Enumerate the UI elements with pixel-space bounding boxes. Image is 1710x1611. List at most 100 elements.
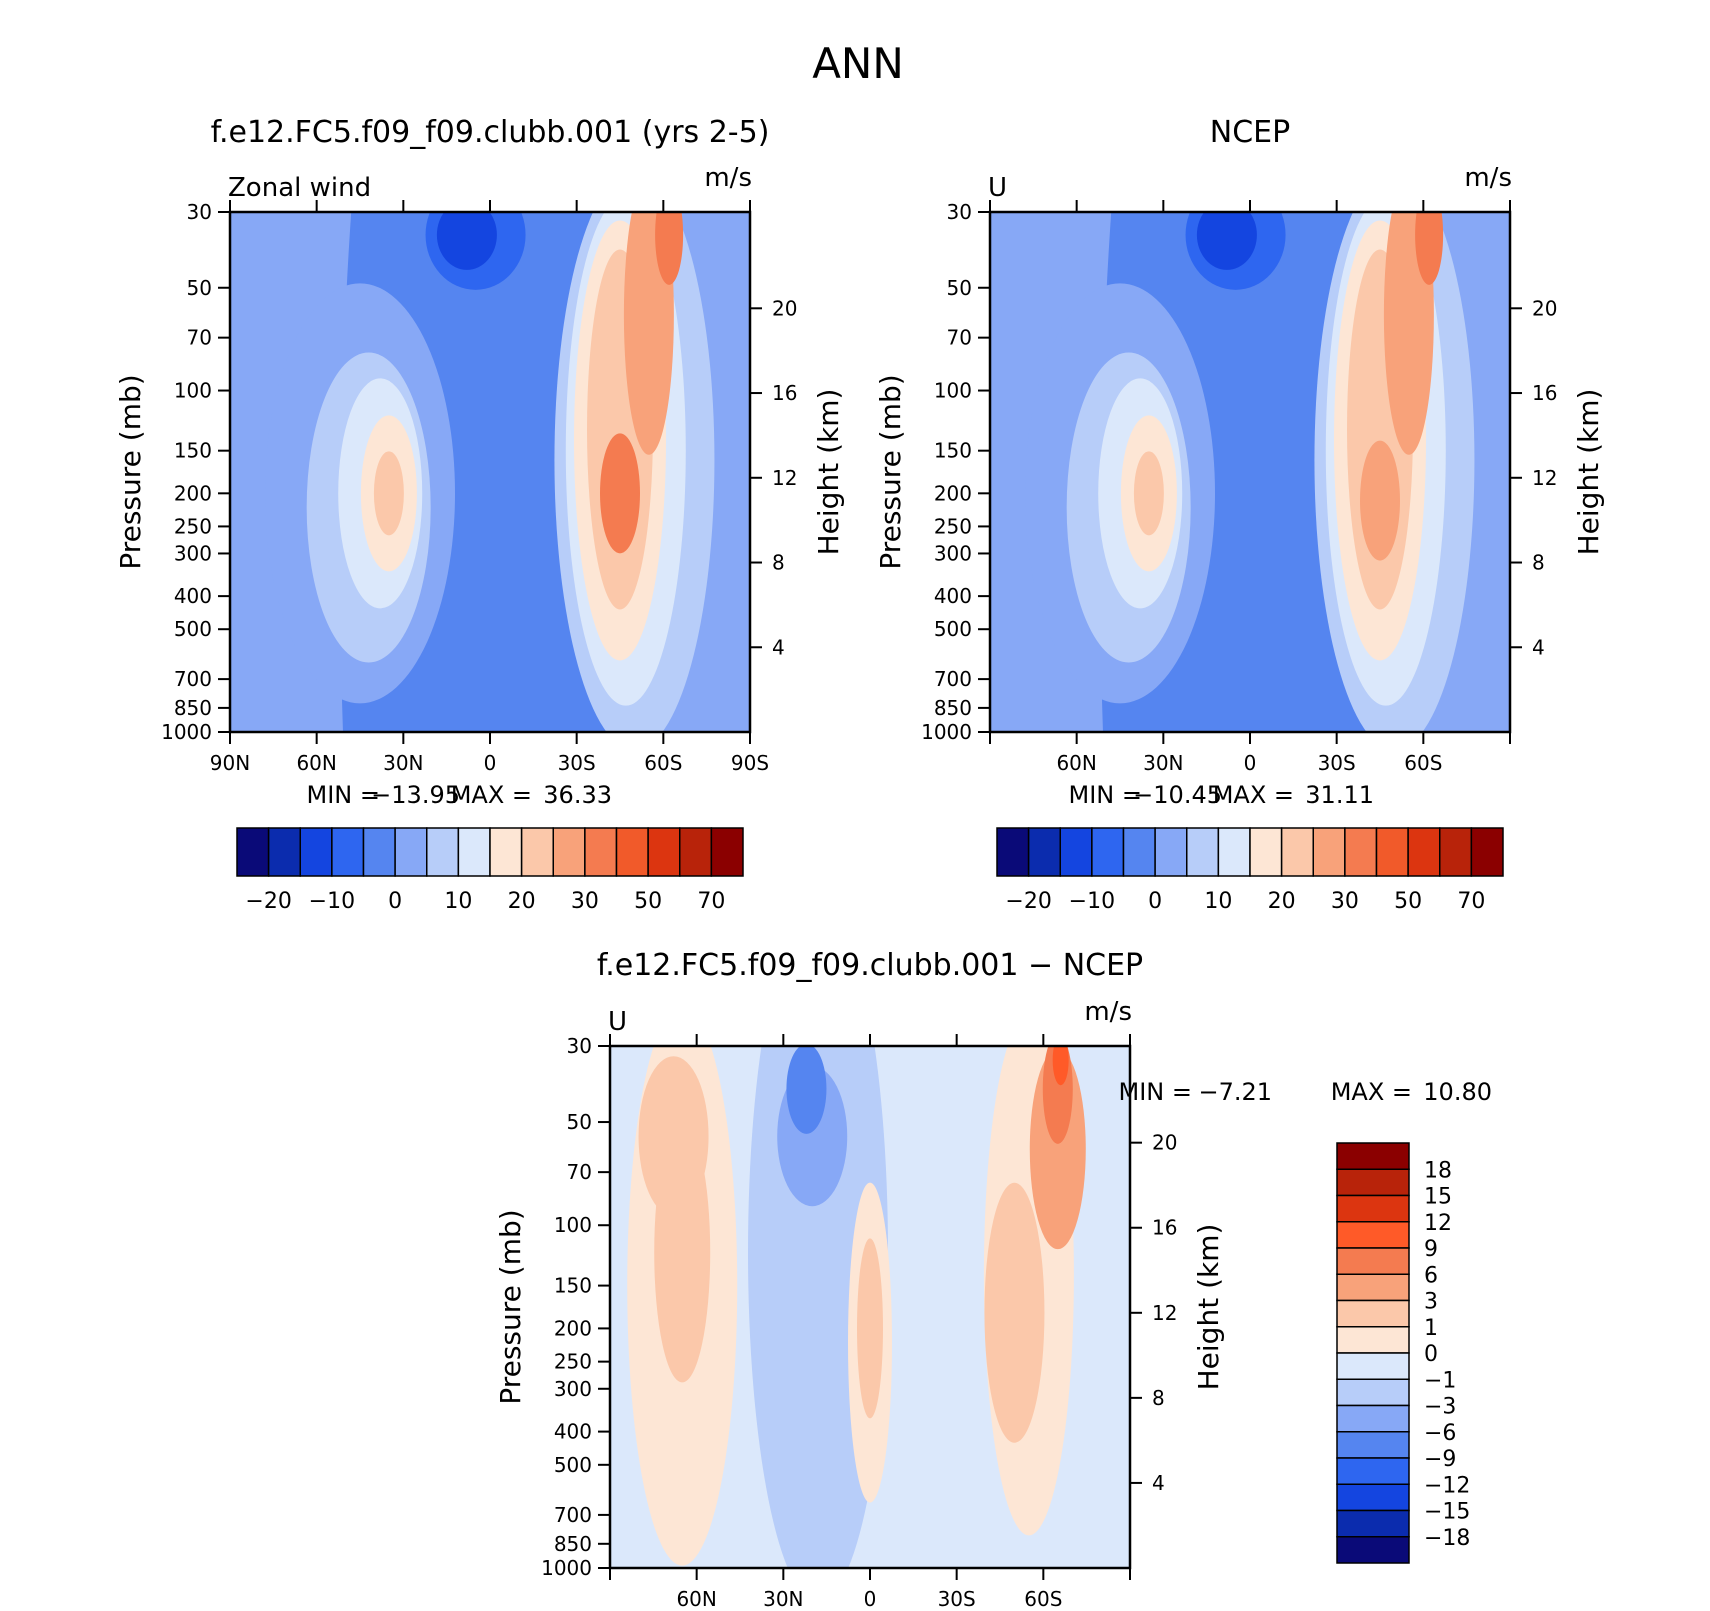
y-tick-label: 70	[567, 1160, 592, 1184]
colorbar-label: 12	[1424, 1211, 1452, 1236]
colorbar-label: 18	[1424, 1158, 1452, 1183]
colorbar-label: −3	[1424, 1395, 1456, 1420]
min-value: −13.95	[371, 781, 460, 809]
panel-title: f.e12.FC5.f09_f09.clubb.001 (yrs 2-5)	[211, 115, 770, 150]
colorbar-box	[1336, 1247, 1410, 1275]
y-axis-label: Pressure (mb)	[494, 1209, 527, 1404]
contour-level	[436, 212, 497, 270]
height-tick-label: 4	[772, 635, 785, 659]
x-tick-label: 90N	[210, 751, 250, 775]
colorbar-box	[457, 827, 491, 877]
figure-title: ANN	[812, 39, 904, 88]
height-tick-label: 20	[772, 296, 797, 320]
y-tick-label: 250	[554, 1350, 592, 1374]
contour-level	[1052, 1046, 1069, 1086]
colorbar-label: 15	[1424, 1185, 1452, 1210]
y-tick-label: 850	[174, 696, 212, 720]
colorbar-box	[1344, 827, 1378, 877]
colorbar-label: 9	[1424, 1237, 1438, 1262]
contour-level	[654, 1122, 711, 1383]
colorbar-box	[394, 827, 428, 877]
panel-model: f.e12.FC5.f09_f09.clubb.001 (yrs 2-5) Zon…	[114, 115, 845, 914]
colorbar-box	[331, 827, 365, 877]
max-value: 10.80	[1423, 1078, 1492, 1106]
colorbar-label: 6	[1424, 1263, 1438, 1288]
colorbar-label: 1	[1424, 1316, 1438, 1341]
colorbar-box	[1375, 827, 1409, 877]
height-tick-label: 12	[772, 466, 797, 490]
colorbar-label: 20	[1268, 889, 1296, 914]
height-axis-label: Height (km)	[1192, 1224, 1225, 1391]
height-tick-label: 8	[1532, 551, 1545, 575]
y-tick-label: 30	[947, 200, 972, 224]
y-tick-label: 100	[934, 379, 972, 403]
y-tick-label: 200	[934, 481, 972, 505]
colorbar-box	[520, 827, 554, 877]
y-tick-label: 150	[934, 439, 972, 463]
colorbar-box	[362, 827, 396, 877]
height-tick-label: 20	[1532, 296, 1557, 320]
contour-field	[610, 1046, 1130, 1568]
height-tick-label: 12	[1152, 1301, 1177, 1325]
x-tick-label: 60N	[1056, 751, 1096, 775]
colorbar-label: 30	[1331, 889, 1359, 914]
contour-field	[230, 212, 750, 732]
right-string: m/s	[1464, 163, 1512, 193]
colorbar: −20 −10 0 10 20 30 50 70	[996, 827, 1504, 914]
colorbar-label: 0	[388, 889, 402, 914]
colorbar-box	[1186, 827, 1220, 877]
min-label: MIN =	[1069, 781, 1142, 809]
colorbar-box	[1336, 1404, 1410, 1433]
colorbar-label: −20	[1005, 889, 1051, 914]
colorbar-box	[426, 827, 460, 877]
y-tick-label: 400	[934, 584, 972, 608]
contour-level	[786, 1046, 827, 1134]
y-tick-label: 100	[554, 1213, 592, 1237]
colorbar-box	[1470, 827, 1504, 877]
colorbar-label: −18	[1424, 1526, 1470, 1551]
panel-title: NCEP	[1210, 115, 1290, 150]
colorbar-box	[1336, 1168, 1410, 1197]
height-tick-label: 16	[772, 381, 797, 405]
y-tick-label: 50	[947, 276, 972, 300]
min-value: −10.45	[1133, 781, 1222, 809]
colorbar-label: −12	[1424, 1473, 1470, 1498]
y-tick-label: 200	[554, 1316, 592, 1340]
y-tick-label: 70	[187, 326, 212, 350]
colorbar-box	[996, 827, 1030, 877]
colorbar-box	[1280, 827, 1314, 877]
y-tick-label: 700	[174, 667, 212, 691]
contour-level	[1415, 212, 1444, 285]
y-tick-label: 70	[947, 326, 972, 350]
height-tick-label: 16	[1152, 1216, 1177, 1240]
colorbar-label: 0	[1424, 1342, 1438, 1367]
left-string: Zonal wind	[228, 173, 371, 203]
colorbar-box	[679, 827, 713, 877]
left-string: U	[608, 1007, 627, 1037]
contour-level	[1360, 440, 1400, 561]
colorbar-box	[1336, 1142, 1410, 1170]
x-tick-label: 30N	[763, 1587, 803, 1611]
colorbar-box	[710, 827, 744, 877]
colorbar-box	[1407, 827, 1441, 877]
colorbar-label: 70	[1457, 889, 1485, 914]
min-value: −7.21	[1198, 1078, 1272, 1106]
height-tick-label: 8	[772, 551, 785, 575]
colorbar-box	[1336, 1299, 1410, 1328]
colorbar-box	[615, 827, 649, 877]
x-tick-label: 90S	[731, 751, 769, 775]
x-tick-label: 60N	[676, 1587, 716, 1611]
y-tick-label: 500	[554, 1453, 592, 1477]
colorbar-box	[1336, 1431, 1410, 1459]
y-axis-label: Pressure (mb)	[874, 374, 907, 569]
contour-level	[1133, 451, 1164, 536]
x-tick-label: 60N	[296, 751, 336, 775]
y-tick-label: 200	[174, 481, 212, 505]
y-tick-label: 50	[187, 276, 212, 300]
colorbar-label: −20	[245, 889, 291, 914]
colorbar: −20 −10 0 10 20 30 50 70	[236, 827, 744, 914]
x-tick-label: 30S	[1318, 751, 1356, 775]
contour-level	[984, 1182, 1045, 1443]
height-tick-label: 8	[1152, 1386, 1165, 1410]
colorbar-box	[267, 827, 301, 877]
